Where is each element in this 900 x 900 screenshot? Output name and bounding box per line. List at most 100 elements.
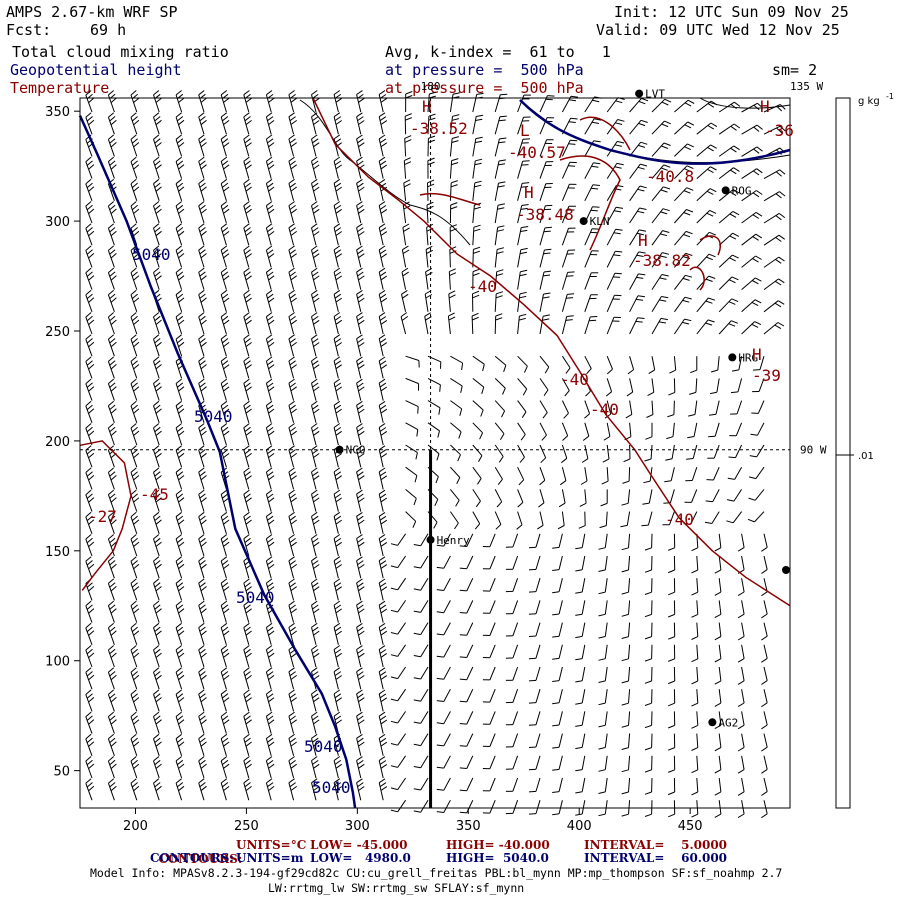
wind-barb-shaft xyxy=(561,467,567,481)
wind-barb-shaft xyxy=(561,422,569,436)
wind-barb-feather xyxy=(220,178,228,184)
wind-barb-shaft xyxy=(584,489,587,504)
wind-barb-feather xyxy=(222,271,229,277)
wind-barb-feather xyxy=(108,245,115,251)
wind-barb-shaft xyxy=(288,316,295,335)
wind-barb-feather xyxy=(450,184,458,188)
wind-barb-feather xyxy=(133,186,140,192)
wind-barb-feather xyxy=(243,445,250,451)
wind-barb-shaft xyxy=(378,671,384,690)
wind-barb-feather xyxy=(290,697,297,703)
wind-barb-shaft xyxy=(718,254,733,268)
wind-barb-feather xyxy=(288,178,295,184)
wind-barb-shaft xyxy=(604,555,608,570)
wind-barb-feather xyxy=(754,299,762,304)
wind-barb-feather xyxy=(378,489,386,495)
wind-barb-feather xyxy=(658,321,666,324)
wind-barb-feather xyxy=(154,204,161,211)
wind-barb-shaft xyxy=(378,382,384,401)
wind-barb-feather xyxy=(243,156,250,162)
wind-barb-shaft xyxy=(333,205,339,224)
wind-barb-shaft xyxy=(220,205,227,224)
field2-label: Geopotential height xyxy=(10,61,182,79)
wind-barb-feather xyxy=(312,271,319,277)
wind-barb-feather xyxy=(334,648,342,654)
wind-barb-shaft xyxy=(220,361,227,379)
wind-barb-shaft xyxy=(539,139,548,157)
wind-barb-shaft xyxy=(581,733,586,748)
wind-barb-shaft xyxy=(265,449,272,468)
wind-barb-feather xyxy=(266,378,273,384)
wind-barb-feather xyxy=(86,426,93,433)
wind-barb-feather xyxy=(636,298,644,301)
wind-barb-feather xyxy=(737,658,745,663)
wind-barb-shaft xyxy=(489,555,496,570)
wind-barb-feather xyxy=(220,445,228,451)
wind-barb-feather xyxy=(459,789,467,792)
wind-barb-feather xyxy=(691,569,699,574)
wind-barb-feather xyxy=(268,297,275,303)
wind-barb-feather xyxy=(333,423,341,428)
footer-red-units: UNITS=°C xyxy=(236,838,307,852)
wind-barb-shaft xyxy=(628,777,631,793)
wind-barb-shaft xyxy=(311,183,317,201)
wind-barb-shaft xyxy=(517,183,523,201)
wind-barb-shaft xyxy=(175,760,183,779)
wind-barb-feather xyxy=(176,138,184,144)
wind-barb-feather xyxy=(133,586,140,592)
wind-barb-feather xyxy=(176,227,184,233)
wind-barb-shaft xyxy=(741,733,745,748)
wind-barb-feather xyxy=(289,626,296,632)
wind-barb-shaft xyxy=(690,511,698,525)
wind-barb-feather xyxy=(131,360,138,366)
wind-barb-feather xyxy=(380,386,388,392)
wind-barb-feather xyxy=(558,502,566,508)
wind-barb-shaft xyxy=(741,600,745,615)
wind-barb-feather xyxy=(379,515,387,521)
wind-barb-shaft xyxy=(378,627,384,645)
wind-barb-feather xyxy=(130,667,137,673)
wind-barb-shaft xyxy=(333,471,339,490)
wind-barb-shaft xyxy=(130,561,138,579)
wind-barb-feather xyxy=(176,515,184,521)
wind-barb-feather xyxy=(335,186,342,192)
wind-barb-shaft xyxy=(696,622,699,637)
wind-barb-shaft xyxy=(153,738,160,756)
wind-barb-feather xyxy=(429,91,437,95)
wind-barb-shaft xyxy=(674,143,688,157)
wind-barb-feather xyxy=(311,378,318,384)
wind-barb-shaft xyxy=(535,578,541,592)
wind-barb-feather xyxy=(499,137,507,140)
wind-barb-feather xyxy=(267,249,274,255)
wind-barb-feather xyxy=(528,635,537,637)
wind-barb-shaft xyxy=(356,582,362,601)
wind-barb-feather xyxy=(714,569,722,574)
wind-barb-feather xyxy=(568,121,576,123)
wind-barb-feather xyxy=(451,180,458,184)
wind-barb-feather xyxy=(131,182,138,188)
wind-barb-feather xyxy=(380,741,388,747)
wind-barb-feather xyxy=(606,368,613,375)
wind-barb-feather xyxy=(110,475,117,481)
wind-barb-feather xyxy=(379,626,387,632)
wind-barb-shaft xyxy=(265,516,272,534)
wind-barb-feather xyxy=(313,142,320,148)
wind-barb-feather xyxy=(108,400,115,407)
footer-red-low: LOW= -45.000 xyxy=(310,838,408,852)
wind-barb-feather xyxy=(243,733,250,739)
wind-barb-feather xyxy=(761,768,768,774)
wind-barb-shaft xyxy=(558,533,563,548)
wind-barb-feather xyxy=(459,745,467,747)
wind-barb-shaft xyxy=(356,604,362,623)
wind-barb-feather xyxy=(378,223,386,229)
wind-barb-shaft xyxy=(581,600,586,615)
wind-barb-shaft xyxy=(561,355,571,369)
wind-barb-shaft xyxy=(449,94,454,113)
wind-barb-feather xyxy=(461,362,464,370)
wind-barb-feather xyxy=(413,498,417,506)
wind-barb-feather xyxy=(243,489,250,495)
wind-barb-feather xyxy=(86,648,93,655)
wind-barb-feather xyxy=(153,711,160,717)
wind-barb-feather xyxy=(665,458,673,461)
wind-barb-shaft xyxy=(397,600,407,613)
